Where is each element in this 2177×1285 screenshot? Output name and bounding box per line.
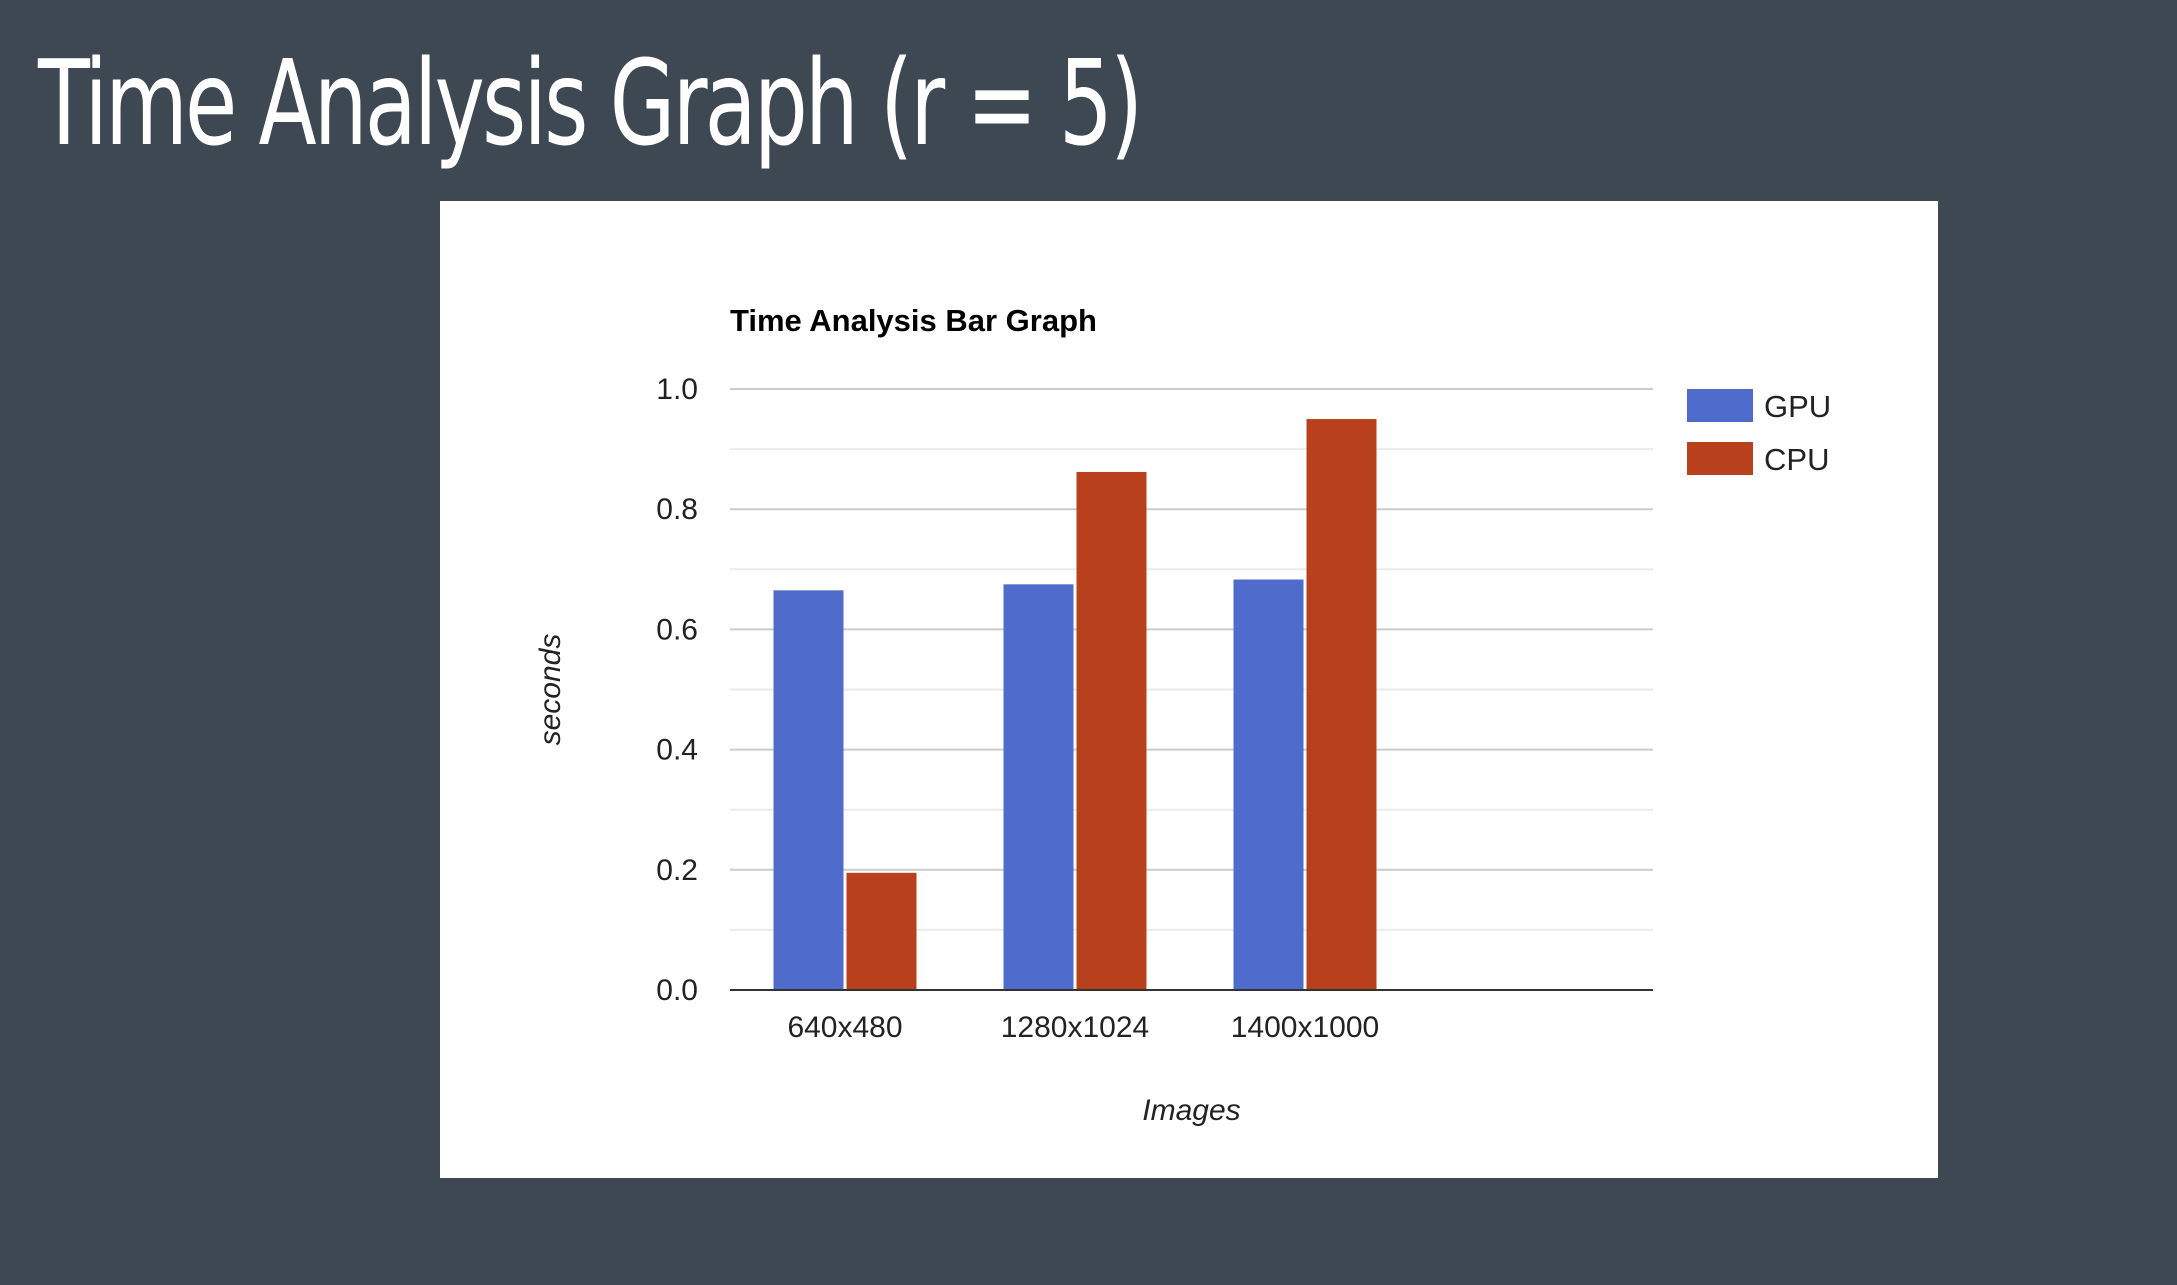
chart-gridlines: [730, 388, 1653, 931]
chart-title: Time Analysis Bar Graph: [730, 303, 1097, 338]
bar-chart: Time Analysis Bar Graph 0.0 0.2 0.4 0.6 0.8 1…: [534, 303, 1831, 1127]
chart-card: Time Analysis Bar Graph 0.0 0.2 0.4 0.6 0.8 1…: [440, 201, 1938, 1178]
bar-cpu-1: [1076, 471, 1147, 990]
bar-cpu-0: [846, 872, 917, 990]
bar-gpu-0: [773, 590, 844, 990]
legend-label-cpu: CPU: [1764, 442, 1829, 477]
slide-title: Time Analysis Graph (r = 5): [38, 34, 1143, 172]
y-tick-label: 0.4: [656, 734, 698, 767]
x-tick-label: 1400x1000: [1231, 1011, 1379, 1044]
chart-legend: GPU CPU: [1687, 389, 1831, 477]
legend-label-gpu: GPU: [1764, 389, 1831, 424]
x-tick-label: 640x480: [787, 1011, 902, 1044]
y-tick-label: 0.6: [656, 613, 698, 646]
y-tick-label: 0.8: [656, 493, 698, 526]
chart-bars: [773, 419, 1377, 990]
bar-gpu-2: [1233, 579, 1304, 990]
legend-swatch-gpu: [1687, 389, 1753, 422]
y-tick-label: 0.2: [656, 854, 698, 887]
y-axis-label: seconds: [534, 634, 567, 746]
y-tick-label: 0.0: [656, 974, 698, 1007]
x-axis-label: Images: [1142, 1094, 1240, 1127]
bar-cpu-2: [1306, 419, 1377, 990]
bar-gpu-1: [1003, 584, 1074, 990]
y-tick-label: 1.0: [656, 373, 698, 406]
legend-swatch-cpu: [1687, 442, 1753, 475]
chart-ticks: 0.0 0.2 0.4 0.6 0.8 1.0 640x480 1280x1024 1400x1…: [656, 373, 1379, 1044]
x-tick-label: 1280x1024: [1001, 1011, 1149, 1044]
